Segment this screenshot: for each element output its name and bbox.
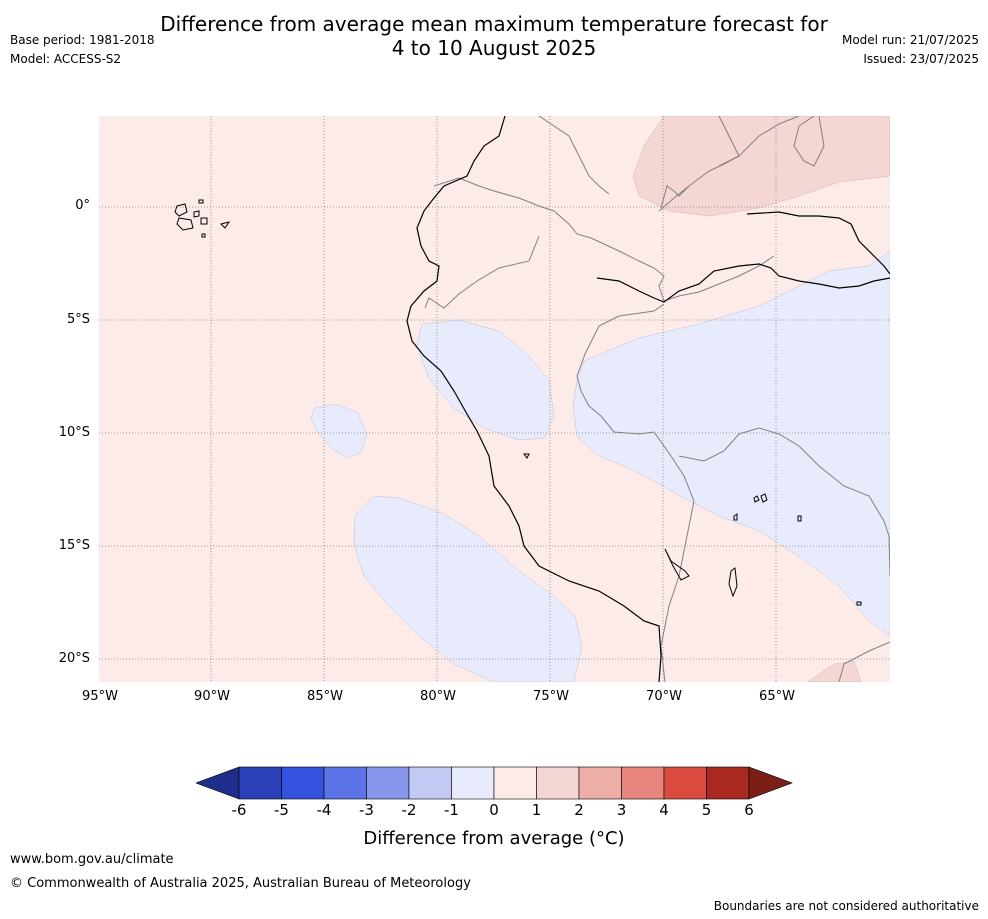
lat-label-0: 0° bbox=[75, 198, 90, 213]
lon-label-80w: 80°W bbox=[420, 689, 456, 704]
colorbar-extend-high bbox=[748, 766, 793, 800]
lon-label-85w: 85°W bbox=[307, 689, 343, 704]
issued-label: Issued: 23/07/2025 bbox=[863, 52, 979, 66]
colorbar-tick-label: 4 bbox=[659, 801, 669, 819]
coastlines bbox=[406, 116, 890, 682]
model-label: Model: ACCESS-S2 bbox=[10, 52, 122, 66]
cool-anomaly-region-small bbox=[310, 403, 368, 459]
colorbar-tick-label: -2 bbox=[401, 801, 417, 819]
colorbar-tick-label: 2 bbox=[574, 801, 584, 819]
lon-label-75w: 75°W bbox=[533, 689, 569, 704]
colorbar-tick-label: 5 bbox=[701, 801, 712, 819]
colorbar-tick-label: 6 bbox=[744, 801, 754, 819]
colorbar-swatch bbox=[451, 766, 495, 800]
lat-label-10s: 10°S bbox=[58, 425, 90, 440]
website-link[interactable]: www.bom.gov.au/climate bbox=[10, 852, 174, 867]
copyright-text: © Commonwealth of Australia 2025, Austra… bbox=[10, 876, 471, 891]
title-line-1: Difference from average mean maximum tem… bbox=[160, 12, 828, 36]
model-run-label: Model run: 21/07/2025 bbox=[841, 33, 979, 47]
map-title: Difference from average mean maximum tem… bbox=[0, 12, 988, 60]
colorbar-swatch bbox=[323, 766, 367, 800]
lat-label-5s: 5°S bbox=[66, 312, 90, 327]
cool-anomaly-region-peru-coast bbox=[416, 319, 555, 441]
lon-label-90w: 90°W bbox=[194, 689, 230, 704]
colorbar-swatch bbox=[493, 766, 537, 800]
disclaimer-text: Boundaries are not considered authoritat… bbox=[713, 899, 979, 913]
cool-anomaly-region-ocean bbox=[353, 495, 583, 682]
warm-anomaly-region-southeast bbox=[806, 660, 862, 682]
colorbar-swatch bbox=[578, 766, 622, 800]
colorbar-swatch bbox=[663, 766, 707, 800]
colorbar-swatch bbox=[408, 766, 452, 800]
lat-label-20s: 20°S bbox=[58, 651, 90, 666]
colorbar-tick-label: -1 bbox=[444, 801, 459, 819]
lakes bbox=[523, 453, 862, 606]
galapagos-islands bbox=[174, 199, 231, 238]
lat-label-15s: 15°S bbox=[58, 538, 90, 553]
country-borders bbox=[424, 116, 890, 682]
colorbar-tick-label: 3 bbox=[616, 801, 627, 819]
colorbar-label: Difference from average (°C) bbox=[363, 828, 625, 849]
colorbar-tick-label: 1 bbox=[531, 801, 542, 819]
base-period-label: Base period: 1981-2018 bbox=[10, 33, 155, 47]
colorbar-swatch bbox=[706, 766, 750, 800]
colorbar-tick-label: -5 bbox=[274, 801, 289, 819]
warm-anomaly-region-north bbox=[632, 116, 890, 217]
lon-label-65w: 65°W bbox=[759, 689, 795, 704]
cool-anomaly-region-amazon bbox=[572, 250, 890, 637]
colorbar-swatches bbox=[196, 766, 793, 800]
lon-label-95w: 95°W bbox=[82, 689, 118, 704]
colorbar-tick-label: 0 bbox=[489, 801, 499, 819]
colorbar-swatch bbox=[621, 766, 665, 800]
colorbar-swatch bbox=[536, 766, 580, 800]
colorbar-tick-label: -3 bbox=[359, 801, 374, 819]
colorbar-tick-label: -6 bbox=[231, 801, 247, 819]
colorbar-swatch bbox=[281, 766, 325, 800]
forecast-map bbox=[99, 116, 890, 682]
colorbar bbox=[196, 766, 793, 800]
lon-label-70w: 70°W bbox=[646, 689, 682, 704]
title-line-2: 4 to 10 August 2025 bbox=[391, 36, 597, 60]
colorbar-extend-low bbox=[196, 766, 240, 800]
colorbar-swatch bbox=[366, 766, 410, 800]
colorbar-swatch bbox=[238, 766, 282, 800]
colorbar-tick-label: -4 bbox=[316, 801, 332, 819]
gridlines bbox=[99, 116, 890, 682]
